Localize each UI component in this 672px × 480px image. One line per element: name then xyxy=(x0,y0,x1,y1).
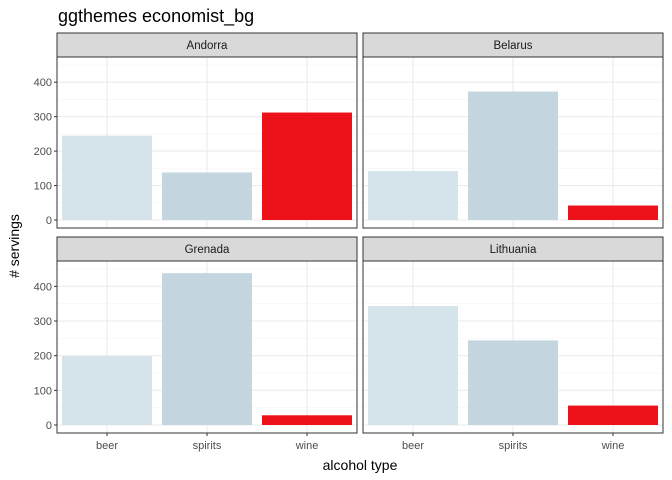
x-tick-label: spirits xyxy=(193,440,222,452)
facet-panel-andorra: Andorra 0 100 200 300 400 xyxy=(34,33,357,228)
facet-strip-label: Belarus xyxy=(494,40,533,52)
bar-andorra-spirits xyxy=(162,172,252,220)
facet-strip-label: Lithuania xyxy=(490,244,537,256)
facet-panels: Andorra 0 100 200 300 400 Belarus Grenada 0 100 20… xyxy=(34,33,663,452)
bar-lithuania-beer xyxy=(368,306,458,425)
x-tick-label: spirits xyxy=(499,440,528,452)
bar-lithuania-spirits xyxy=(468,340,558,425)
y-tick-label: 300 xyxy=(34,316,52,328)
bar-lithuania-wine xyxy=(568,406,658,425)
bar-grenada-spirits xyxy=(162,273,252,425)
y-tick-label: 100 xyxy=(34,181,52,193)
bar-belarus-wine xyxy=(568,206,658,220)
facet-strip-label: Andorra xyxy=(187,40,229,52)
y-tick-label: 200 xyxy=(34,351,52,363)
facet-panel-grenada: Grenada 0 100 200 300 400 beer spirits wine xyxy=(34,237,357,452)
x-tick-label: wine xyxy=(295,440,319,452)
x-tick-label: beer xyxy=(96,440,118,452)
bar-andorra-wine xyxy=(262,113,352,220)
y-tick-label: 200 xyxy=(34,146,52,158)
x-axis-title: alcohol type xyxy=(323,457,398,473)
y-tick-label: 0 xyxy=(46,215,52,227)
y-axis-title: # servings xyxy=(6,214,22,278)
y-tick-label: 0 xyxy=(46,420,52,432)
y-tick-label: 400 xyxy=(34,77,52,89)
y-tick-label: 300 xyxy=(34,112,52,124)
facet-panel-lithuania: Lithuania beer spirits wine xyxy=(363,237,663,452)
bar-andorra-beer xyxy=(62,136,152,220)
bar-grenada-beer xyxy=(62,356,152,425)
facet-strip-label: Grenada xyxy=(185,244,230,256)
bar-belarus-spirits xyxy=(468,92,558,220)
bar-grenada-wine xyxy=(262,415,352,425)
y-tick-label: 100 xyxy=(34,385,52,397)
x-tick-label: wine xyxy=(601,440,625,452)
facet-panel-belarus: Belarus xyxy=(363,33,663,228)
chart-title: ggthemes economist_bg xyxy=(58,6,254,27)
x-tick-label: beer xyxy=(402,440,424,452)
y-tick-label: 400 xyxy=(34,281,52,293)
bar-belarus-beer xyxy=(368,171,458,220)
